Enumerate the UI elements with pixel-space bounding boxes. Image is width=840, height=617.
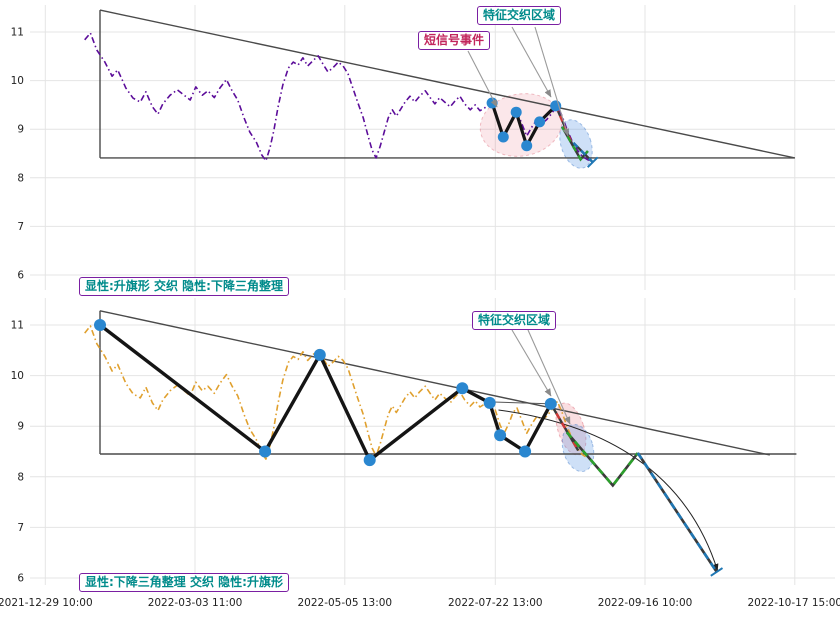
projection-blue-base (636, 452, 718, 573)
annotation-arrow (511, 329, 552, 397)
flag-channel-line (489, 401, 553, 405)
y-tick-label: 6 (17, 270, 24, 282)
annotation-arrow (534, 26, 570, 137)
zigzag-pattern (98, 323, 553, 462)
y-tick-label: 7 (17, 522, 24, 534)
y-tick-label: 9 (17, 124, 24, 136)
x-tick-label: 2022-10-17 15:00 (747, 597, 840, 609)
pivot-marker (534, 116, 546, 128)
annotation-feature-zone-bottom: 特征交织区域 (472, 311, 557, 330)
x-tick-label: 2022-05-05 13:00 (297, 597, 392, 609)
y-tick-label: 10 (11, 370, 24, 382)
pivot-marker (259, 445, 272, 458)
y-tick-label: 11 (11, 320, 24, 332)
projection-blue-end-tick (710, 567, 724, 577)
triangle-hypotenuse (99, 310, 770, 456)
y-tick-label: 8 (17, 471, 24, 483)
pivot-marker (313, 348, 326, 361)
annotation-arrow (511, 26, 552, 98)
panel-bottom: 6 7 8 9 10 11 (11, 298, 835, 585)
pivot-marker (519, 445, 532, 458)
pivot-marker (483, 396, 496, 409)
projection-blue (572, 141, 594, 164)
projection-blue-end-tick (586, 156, 599, 168)
y-tick-label: 10 (11, 75, 24, 87)
pattern-label-bottom: 显性:下降三角整理 交织 隐性:升旗形 (79, 573, 289, 592)
y-tick-label: 7 (17, 221, 24, 233)
annotation-feature-zone-top: 特征交织区域 (477, 6, 562, 25)
pivot-marker (486, 97, 498, 109)
short-signal-red (549, 403, 580, 452)
panel-top: 6 7 8 9 10 11 (11, 5, 835, 290)
annotation-arrow (527, 329, 571, 425)
pivot-marker (497, 131, 509, 143)
pivot-marker (521, 140, 533, 152)
pattern-label-top: 显性:升旗形 交织 隐性:下降三角整理 (79, 277, 289, 296)
pivot-marker (510, 106, 522, 118)
pivot-marker (456, 382, 469, 395)
x-tick-label: 2022-09-16 10:00 (598, 597, 693, 609)
x-tick-label: 2021-12-29 10:00 (0, 597, 93, 609)
pivot-marker (363, 454, 376, 467)
x-tick-label: 2022-07-22 13:00 (448, 597, 543, 609)
projection-green (565, 431, 639, 488)
y-tick-label: 11 (11, 27, 24, 39)
annotation-short-signal: 短信号事件 (418, 31, 491, 50)
annotation-arrow (467, 50, 498, 108)
pivot-marker (94, 319, 106, 331)
triangle-hypotenuse (99, 9, 795, 159)
pivot-marker (544, 397, 557, 410)
pivot-marker (494, 429, 507, 442)
x-tick-label: 2022-03-03 11:00 (148, 597, 243, 609)
y-tick-label: 6 (17, 573, 24, 585)
y-tick-label: 9 (17, 421, 24, 433)
y-tick-label: 8 (17, 172, 24, 184)
projection-curve-arrow (498, 409, 719, 571)
